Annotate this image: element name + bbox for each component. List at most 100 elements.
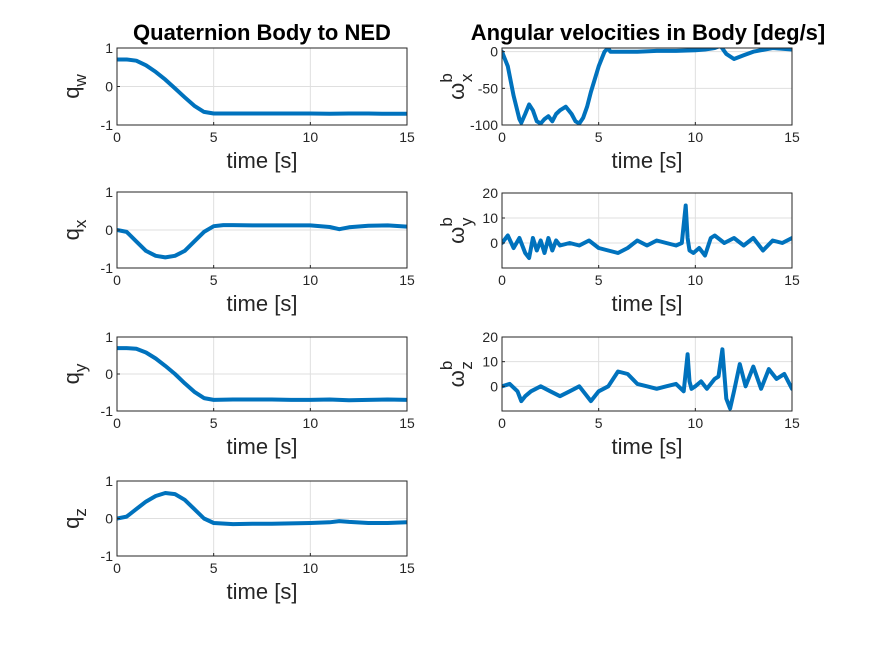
y-tick-label: 1 — [105, 473, 113, 489]
series-line-wx — [502, 48, 792, 125]
y-axis-subscript: y — [457, 217, 476, 226]
series-line-wz — [502, 347, 792, 411]
y-axis-symbol: q — [59, 517, 84, 529]
x-tick-label: 15 — [399, 272, 415, 288]
x-tick-label: 15 — [784, 129, 800, 145]
x-axis-label: time [s] — [227, 148, 298, 173]
y-tick-label: -1 — [101, 403, 114, 419]
y-axis-subscript: x — [457, 73, 476, 82]
x-tick-label: 0 — [498, 272, 506, 288]
x-tick-label: 0 — [113, 129, 121, 145]
y-tick-label: -100 — [470, 117, 498, 133]
y-tick-label: 10 — [482, 354, 498, 370]
x-tick-label: 5 — [210, 560, 218, 576]
x-axis-label: time [s] — [227, 434, 298, 459]
x-tick-label: 5 — [595, 129, 603, 145]
series-line-wy — [502, 203, 792, 260]
x-tick-label: 15 — [784, 415, 800, 431]
x-tick-label: 0 — [113, 415, 121, 431]
y-tick-label: 0 — [105, 511, 113, 527]
y-tick-label: 0 — [105, 222, 113, 238]
y-axis-label: qy — [59, 363, 90, 384]
x-axis-label: time [s] — [227, 579, 298, 604]
x-tick-label: 5 — [210, 272, 218, 288]
y-axis-label: ωby — [437, 217, 476, 244]
plot-frame — [501, 192, 793, 269]
y-axis-subscript: y — [71, 363, 90, 372]
plot-frame — [501, 47, 793, 126]
x-tick-label: 5 — [210, 129, 218, 145]
x-tick-label: 15 — [399, 560, 415, 576]
x-tick-label: 10 — [688, 272, 704, 288]
subplot-wz: 0 5 10 15 0 10 20 time [s] ωbz — [437, 329, 800, 459]
x-tick-label: 5 — [210, 415, 218, 431]
x-tick-label: 10 — [688, 129, 704, 145]
y-tick-label: -1 — [101, 548, 114, 564]
y-axis-superscript: b — [437, 361, 456, 370]
x-tick-label: 0 — [498, 129, 506, 145]
x-tick-label: 15 — [399, 415, 415, 431]
y-tick-label: 1 — [105, 40, 113, 56]
plot-area — [501, 47, 793, 126]
subplot-wx: 0 5 10 15 -100 -50 0 time [s] ωbx — [437, 44, 800, 173]
series-line-qy — [117, 346, 407, 403]
y-axis-label: qz — [59, 508, 90, 529]
y-axis-subscript: x — [71, 219, 90, 228]
y-tick-label: -1 — [101, 260, 114, 276]
y-axis-label: qx — [59, 219, 90, 240]
y-tick-label: 0 — [490, 235, 498, 251]
x-tick-label: 10 — [688, 415, 704, 431]
series-line-qw — [117, 57, 407, 116]
plot-frame — [501, 336, 793, 412]
x-tick-label: 0 — [113, 272, 121, 288]
y-tick-label: 0 — [490, 44, 498, 60]
x-axis-label: time [s] — [227, 291, 298, 316]
x-tick-label: 0 — [498, 415, 506, 431]
y-tick-label: -50 — [478, 80, 498, 96]
right-column-title: Angular velocities in Body [deg/s] — [471, 20, 826, 45]
y-axis-symbol: q — [59, 228, 84, 240]
y-tick-label: -1 — [101, 117, 114, 133]
y-tick-label: 0 — [490, 378, 498, 394]
x-tick-label: 10 — [303, 272, 319, 288]
y-axis-symbol: ω — [444, 83, 469, 100]
y-axis-label: ωbx — [437, 73, 476, 100]
x-tick-label: 15 — [399, 129, 415, 145]
y-tick-label: 10 — [482, 210, 498, 226]
series-line-qz — [117, 491, 407, 527]
y-tick-label: 0 — [105, 366, 113, 382]
series-line-qx — [117, 223, 407, 260]
y-axis-label: ωbz — [437, 361, 476, 388]
y-axis-label: qw — [59, 74, 90, 99]
plot-area — [501, 192, 793, 269]
y-axis-subscript: w — [71, 74, 90, 88]
left-column-title: Quaternion Body to NED — [133, 20, 391, 45]
y-axis-superscript: b — [437, 73, 456, 82]
x-tick-label: 5 — [595, 415, 603, 431]
y-axis-symbol: q — [59, 87, 84, 99]
y-tick-label: 20 — [482, 329, 498, 345]
x-tick-label: 0 — [113, 560, 121, 576]
x-tick-label: 10 — [303, 129, 319, 145]
y-axis-symbol: ω — [444, 370, 469, 387]
subplot-wy: 0 5 10 15 0 10 20 time [s] ωby — [437, 185, 800, 316]
y-tick-label: 1 — [105, 184, 113, 200]
y-axis-symbol: ω — [444, 227, 469, 244]
x-tick-label: 10 — [303, 415, 319, 431]
y-axis-subscript: z — [457, 361, 476, 370]
y-tick-label: 0 — [105, 79, 113, 95]
y-tick-label: 1 — [105, 329, 113, 345]
y-axis-superscript: b — [437, 217, 456, 226]
x-axis-label: time [s] — [612, 434, 683, 459]
x-axis-label: time [s] — [612, 148, 683, 173]
x-tick-label: 15 — [784, 272, 800, 288]
y-axis-subscript: z — [71, 508, 90, 517]
x-axis-label: time [s] — [612, 291, 683, 316]
